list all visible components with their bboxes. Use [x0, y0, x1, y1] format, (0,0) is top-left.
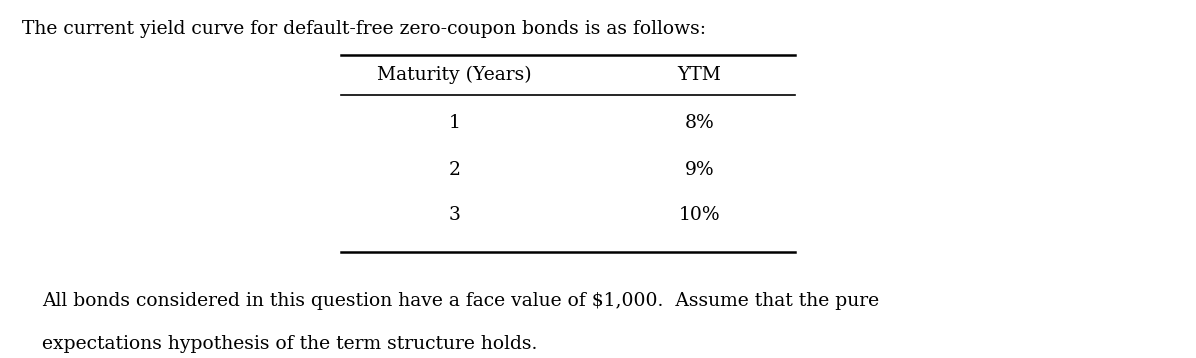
Text: 2: 2	[448, 161, 460, 179]
Text: 10%: 10%	[679, 206, 720, 224]
Text: All bonds considered in this question have a face value of $1,000.  Assume that : All bonds considered in this question ha…	[42, 292, 879, 310]
Text: 9%: 9%	[685, 161, 714, 179]
Text: The current yield curve for default-free zero-coupon bonds is as follows:: The current yield curve for default-free…	[22, 20, 706, 38]
Text: 8%: 8%	[685, 115, 714, 132]
Text: YTM: YTM	[678, 66, 721, 84]
Text: 3: 3	[448, 206, 460, 224]
Text: expectations hypothesis of the term structure holds.: expectations hypothesis of the term stru…	[42, 335, 537, 353]
Text: 1: 1	[448, 115, 460, 132]
Text: Maturity (Years): Maturity (Years)	[377, 66, 532, 84]
